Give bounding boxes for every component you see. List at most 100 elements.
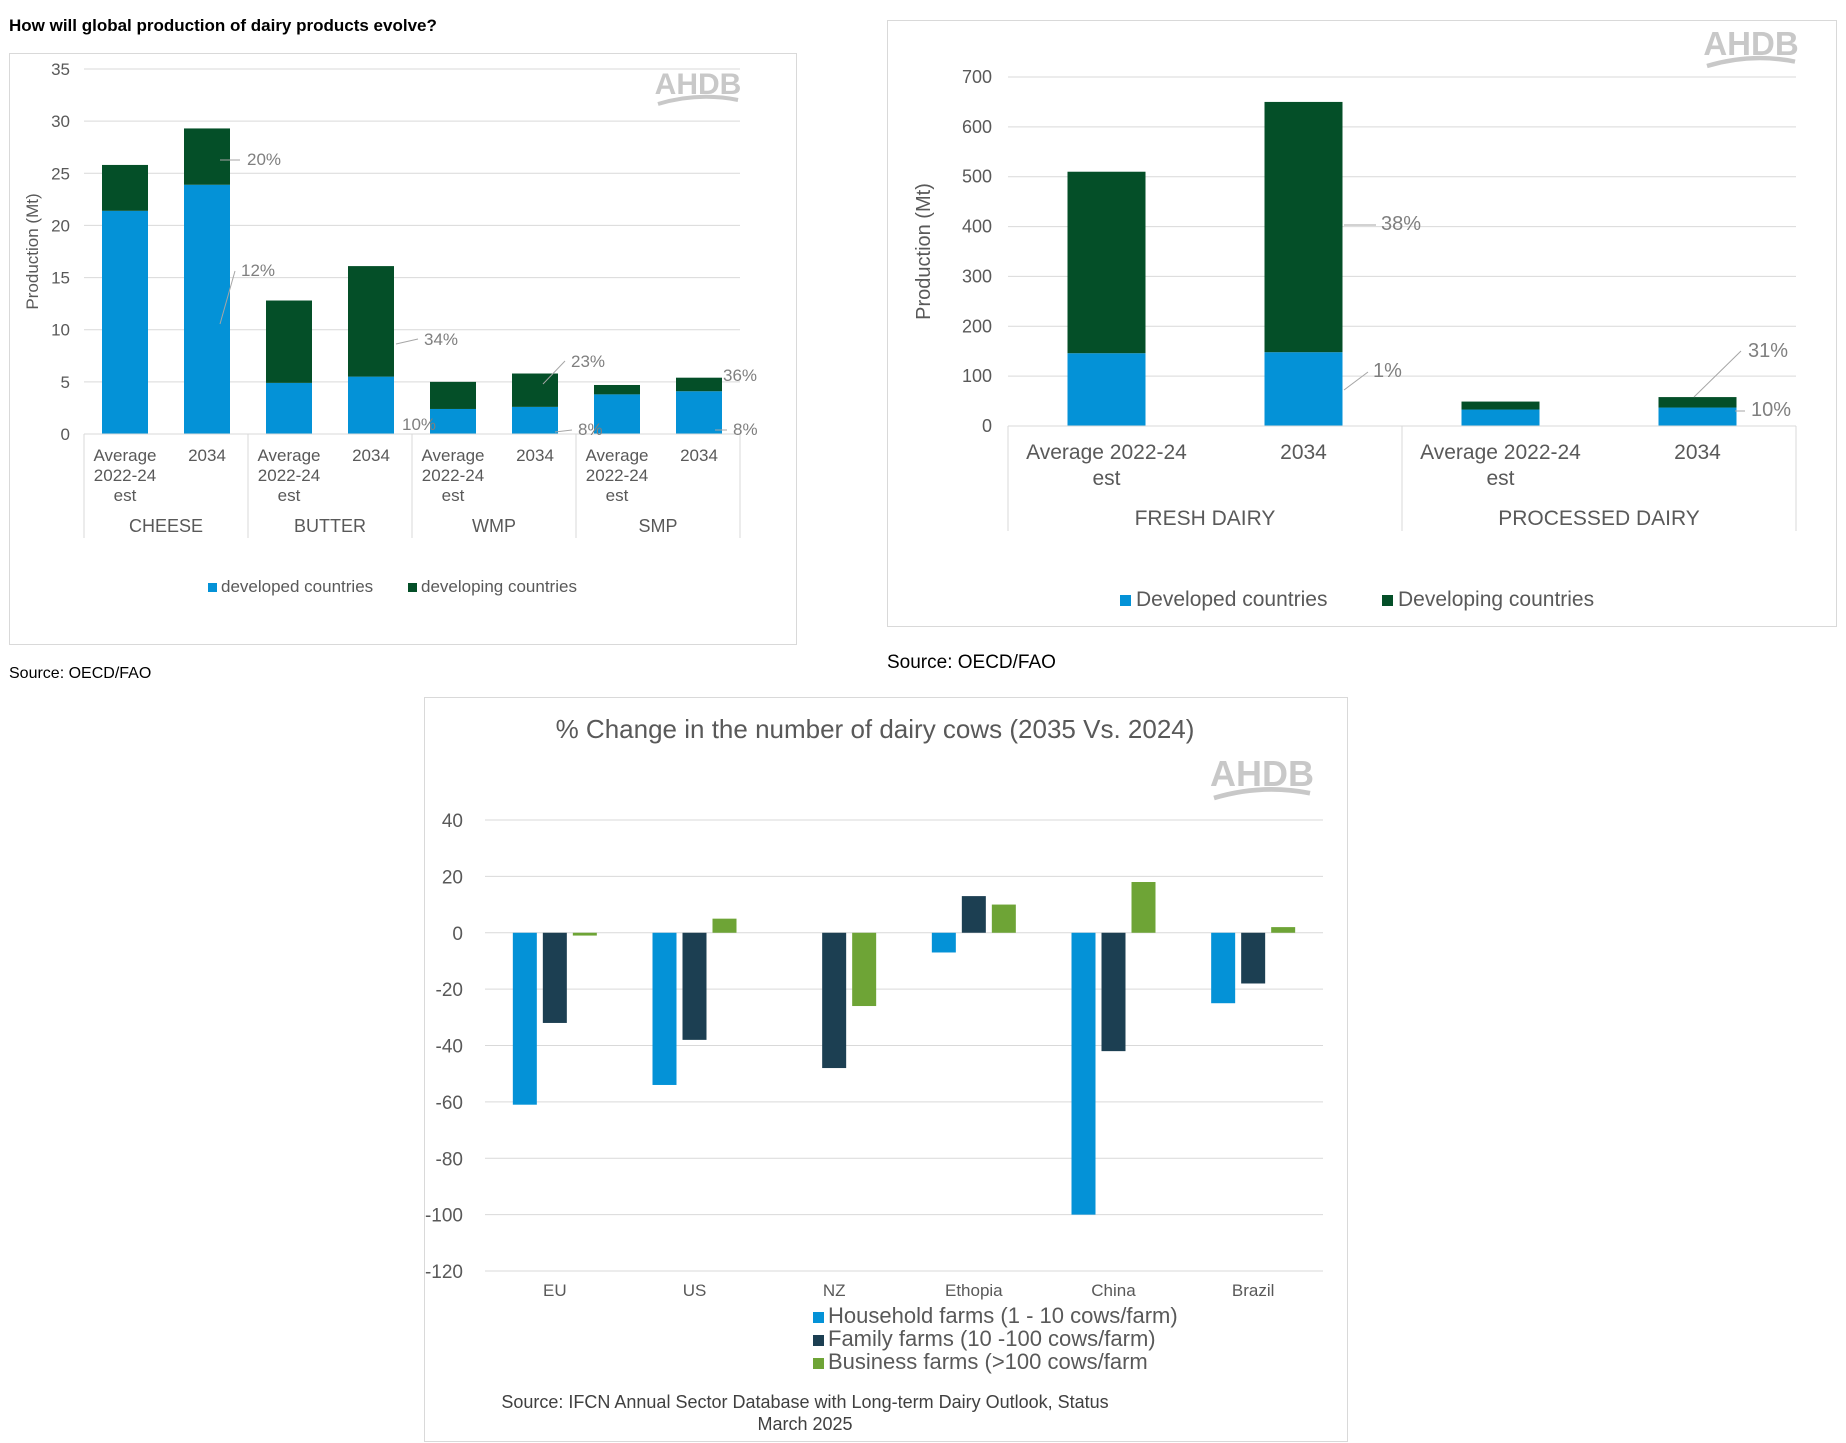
- y-tick-label: 30: [51, 112, 70, 131]
- ahdb-logo: AHDB: [1703, 25, 1798, 62]
- bar-developing: [184, 128, 230, 185]
- legend-swatch: [1382, 595, 1393, 606]
- bar-business: [1271, 927, 1296, 933]
- bar-business: [852, 932, 877, 1007]
- x-tick-label: est: [442, 486, 465, 505]
- chart-panel-products: 0 5 10 15 20 25 30 35 Production (Mt) AHDB Average…: [9, 53, 797, 645]
- x-tick-label: 2034: [188, 446, 226, 465]
- y-tick-label: 400: [962, 217, 992, 237]
- bar-developing: [1067, 171, 1146, 354]
- x-tick-label: 2022-24: [586, 466, 648, 485]
- bar-developing: [1658, 397, 1737, 408]
- bar-developed: [1461, 409, 1540, 426]
- ahdb-logo-swoosh: [1706, 55, 1796, 69]
- y-tick-label: -80: [436, 1149, 463, 1170]
- x-tick-label: 2034: [680, 446, 718, 465]
- source-note-chart2: Source: OECD/FAO: [887, 652, 1056, 673]
- bar-developed: [594, 394, 640, 434]
- x-tick-label: est: [114, 486, 137, 505]
- y-tick-label: 0: [61, 425, 70, 444]
- x-tick-label: Average: [93, 446, 156, 465]
- annotation-label: 12%: [241, 261, 275, 280]
- y-tick-label: -60: [436, 1093, 463, 1114]
- ahdb-logo-swoosh: [1213, 786, 1311, 801]
- legend-label: Developed countries: [1136, 588, 1327, 611]
- y-tick-label: -40: [436, 1037, 463, 1058]
- bar-household: [1071, 932, 1096, 1215]
- x-tick-label: Average: [585, 446, 648, 465]
- y-tick-label: 200: [962, 316, 992, 336]
- y-tick-label: -120: [425, 1262, 463, 1283]
- x-tick-label: est: [278, 486, 301, 505]
- bar-developed: [348, 376, 394, 434]
- x-tick-label: est: [1092, 467, 1120, 490]
- y-tick-label: 35: [51, 60, 70, 79]
- x-tick-label: 2022-24: [422, 466, 484, 485]
- bar-developing: [430, 381, 476, 409]
- x-tick-label: China: [1091, 1281, 1136, 1300]
- bar-household: [512, 932, 537, 1105]
- bar-developed: [1067, 353, 1146, 426]
- legend-label: developed countries: [221, 577, 373, 596]
- bar-developing: [512, 373, 558, 407]
- bar-developing: [1264, 101, 1343, 353]
- group-label: FRESH DAIRY: [1135, 507, 1276, 530]
- source-note-chart3: Source: IFCN Annual Sector Database with…: [501, 1392, 1109, 1434]
- bar-household: [652, 932, 677, 1085]
- bar-family: [1101, 932, 1126, 1052]
- y-tick-label: 700: [962, 67, 992, 87]
- ahdb-logo: AHDB: [1210, 753, 1314, 794]
- y-tick-label: 0: [982, 416, 992, 436]
- bar-developed: [1264, 352, 1343, 426]
- y-tick-label: 20: [442, 867, 463, 888]
- annotation-label: 10%: [402, 415, 436, 434]
- bar-family: [961, 896, 986, 933]
- annotation-label: 34%: [424, 330, 458, 349]
- bar-household: [1211, 932, 1236, 1004]
- bar-business: [991, 904, 1016, 933]
- y-tick-label: 600: [962, 117, 992, 137]
- x-tick-label: 2034: [1280, 441, 1327, 464]
- x-tick-label: Average 2022-24: [1420, 441, 1581, 464]
- x-tick-label: est: [606, 486, 629, 505]
- bar-developed: [430, 408, 476, 434]
- bar-developing: [1461, 401, 1540, 410]
- y-axis-title: Production (Mt): [23, 193, 42, 309]
- bar-family: [542, 932, 567, 1023]
- bar-developing: [348, 266, 394, 377]
- chart-fresh-processed: 0 100 200 300 400 500 600 700 Production (Mt) AHD…: [913, 25, 1799, 611]
- source-note-chart1: Source: OECD/FAO: [9, 665, 152, 682]
- group-label: WMP: [472, 516, 516, 536]
- bar-developed: [184, 184, 230, 434]
- x-tick-label: 2034: [352, 446, 390, 465]
- y-tick-label: 5: [61, 373, 70, 392]
- y-tick-label: 100: [962, 366, 992, 386]
- annotation-label: 20%: [247, 150, 281, 169]
- x-tick-label: 2034: [1674, 441, 1721, 464]
- x-tick-label: Ethopia: [945, 1281, 1003, 1300]
- y-tick-label: 10: [51, 321, 70, 340]
- y-tick-label: 20: [51, 216, 70, 235]
- bar-developing: [102, 164, 148, 211]
- annotation-leader: [1343, 371, 1369, 391]
- annotation-label: 8%: [733, 420, 758, 439]
- x-tick-label: US: [683, 1281, 707, 1300]
- bar-business: [572, 932, 597, 936]
- bar-developed: [266, 382, 312, 434]
- bar-developing: [676, 377, 722, 392]
- legend-label: Business farms (>100 cows/farm: [828, 1349, 1148, 1374]
- annotation-label: 23%: [571, 352, 605, 371]
- bar-developing: [266, 300, 312, 383]
- x-tick-label: Brazil: [1232, 1281, 1275, 1300]
- source-note-chart3-wrapper: Source: IFCN Annual Sector Database with…: [501, 1392, 1109, 1434]
- annotation-leader: [542, 360, 566, 385]
- bar-developed: [102, 210, 148, 434]
- legend-swatch: [408, 583, 417, 592]
- legend-swatch: [813, 1335, 824, 1346]
- legend-swatch: [208, 583, 217, 592]
- bar-developed: [512, 406, 558, 434]
- legend-swatch: [813, 1358, 824, 1369]
- page-title: How will global production of dairy prod…: [9, 16, 437, 35]
- bar-developing: [594, 384, 640, 395]
